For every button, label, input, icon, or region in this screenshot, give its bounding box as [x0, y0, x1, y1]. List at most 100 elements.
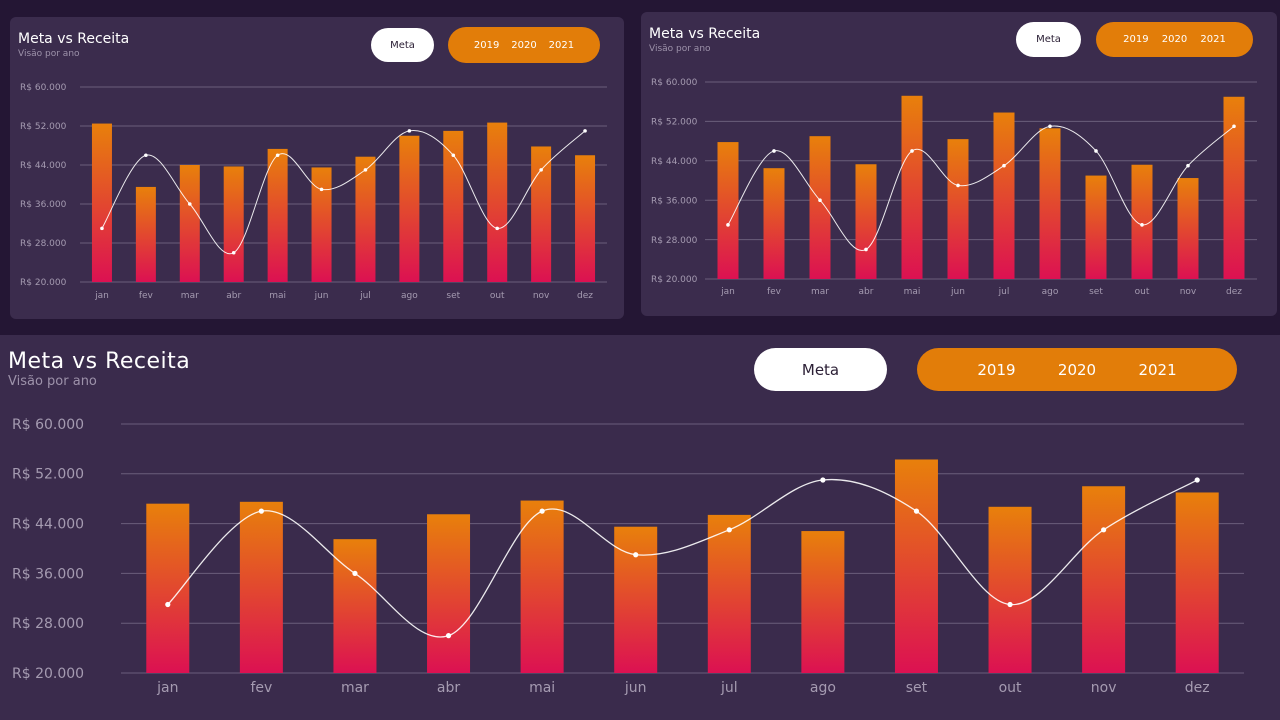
bar-fev: [763, 168, 785, 279]
year-2021-button[interactable]: 2021: [548, 39, 575, 51]
bar-jan: [717, 142, 739, 279]
y-tick-label: R$ 36.000: [651, 196, 698, 206]
meta-point-mai: [910, 149, 914, 153]
x-tick-label: out: [999, 680, 1022, 696]
meta-point-out: [495, 226, 500, 231]
bar-mar: [809, 136, 831, 279]
meta-line: [101, 130, 586, 255]
y-tick-label: R$ 20.000: [12, 666, 84, 682]
bar-mai: [901, 95, 923, 279]
meta-point-mai: [275, 153, 280, 158]
x-tick-label: mai: [269, 291, 286, 301]
y-tick-label: R$ 52.000: [651, 118, 698, 128]
meta-button[interactable]: Meta: [1016, 22, 1081, 57]
bar-dez: [575, 155, 596, 282]
x-tick-label: mai: [904, 287, 921, 297]
x-tick-label: abr: [437, 680, 460, 696]
meta-button[interactable]: Meta: [754, 348, 887, 391]
meta-button[interactable]: Meta: [371, 28, 434, 62]
bar-jun: [614, 526, 658, 673]
year-2020-button[interactable]: 2020: [1057, 360, 1097, 379]
y-tick-label: R$ 28.000: [651, 236, 698, 246]
x-tick-label: jul: [720, 680, 738, 696]
meta-point-jun: [319, 187, 324, 192]
x-tick-label: nov: [1091, 680, 1117, 696]
bar-jul: [993, 112, 1015, 279]
bar-ago: [801, 531, 845, 673]
bar-set: [1085, 175, 1107, 279]
meta-point-jun: [633, 552, 639, 558]
bar-mar: [333, 539, 377, 673]
x-tick-label: mar: [341, 680, 369, 696]
panel-subtitle: Visão por ano: [649, 44, 711, 54]
year-2020-button[interactable]: 2020: [511, 39, 537, 51]
revenue-chart: R$ 20.000 R$ 28.000 R$ 36.000 R$ 44.000 R$ 5…: [20, 83, 607, 301]
y-tick-label: R$ 60.000: [20, 83, 67, 93]
chart-panel-top-right: Meta vs Receita Visão por ano Meta 2019 …: [641, 12, 1277, 316]
y-tick-label: R$ 20.000: [20, 278, 67, 288]
meta-point-set: [1094, 149, 1098, 153]
meta-point-mar: [187, 202, 192, 206]
y-tick-label: R$ 36.000: [20, 200, 67, 210]
year-2021-button[interactable]: 2021: [1200, 34, 1226, 45]
meta-point-ago: [1048, 124, 1052, 129]
x-tick-label: dez: [1226, 287, 1242, 297]
bar-jan: [146, 503, 190, 673]
bar-set: [894, 459, 938, 673]
bar-nov: [1082, 486, 1126, 673]
x-tick-label: abr: [859, 287, 874, 297]
x-tick-label: out: [1135, 287, 1150, 297]
chart-panel-bottom: Meta vs Receita Visão por ano Meta 2019 …: [0, 335, 1280, 720]
bar-ago: [1039, 128, 1061, 279]
meta-point-jan: [100, 226, 104, 231]
meta-point-fev: [144, 153, 148, 158]
meta-point-set: [913, 508, 920, 514]
panel-subtitle: Visão por ano: [18, 49, 80, 59]
y-tick-label: R$ 28.000: [20, 239, 67, 249]
x-tick-label: fev: [767, 287, 782, 297]
bar-out: [1131, 164, 1153, 279]
x-tick-label: abr: [226, 291, 241, 301]
year-2020-button[interactable]: 2020: [1161, 34, 1188, 45]
bar-abr: [223, 166, 244, 282]
meta-point-nov: [539, 168, 543, 172]
y-tick-label: R$ 36.000: [12, 566, 84, 582]
x-tick-label: set: [1089, 287, 1103, 297]
x-tick-label: jul: [998, 287, 1010, 297]
x-tick-label: dez: [577, 291, 593, 301]
meta-point-jul: [1002, 163, 1006, 168]
y-tick-label: R$ 28.000: [12, 616, 84, 632]
x-tick-label: mai: [529, 680, 555, 696]
year-2019-button[interactable]: 2019: [473, 39, 500, 51]
meta-line: [167, 478, 1198, 638]
meta-point-jul: [363, 168, 368, 172]
bar-abr: [427, 514, 471, 673]
x-tick-label: ago: [810, 680, 836, 696]
panel-title: Meta vs Receita: [18, 31, 130, 47]
meta-point-abr: [231, 250, 236, 255]
bar-out: [988, 506, 1032, 673]
x-tick-label: nov: [533, 291, 550, 301]
bar-mai: [267, 148, 288, 282]
meta-point-fev: [772, 149, 776, 153]
x-tick-label: nov: [1180, 287, 1197, 297]
bar-abr: [855, 164, 877, 279]
x-tick-label: dez: [1185, 680, 1210, 696]
bar-mai: [520, 500, 564, 673]
x-tick-label: jun: [624, 680, 647, 696]
meta-point-mai: [539, 508, 545, 514]
year-selector: 2019 2020 2021: [448, 27, 600, 63]
x-tick-label: fev: [139, 291, 154, 301]
x-tick-label: out: [490, 291, 505, 301]
meta-point-mar: [818, 198, 822, 202]
bar-fev: [239, 501, 283, 673]
year-2021-button[interactable]: 2021: [1138, 360, 1177, 379]
year-2019-button[interactable]: 2019: [1123, 34, 1149, 45]
chart-panel-top-left: Meta vs Receita Visão por ano Meta 2019 …: [10, 17, 624, 319]
x-tick-label: jan: [156, 680, 178, 696]
meta-point-jan: [165, 601, 171, 608]
year-2019-button[interactable]: 2019: [977, 360, 1016, 379]
meta-point-ago: [820, 477, 826, 483]
y-tick-label: R$ 44.000: [12, 517, 84, 533]
meta-point-fev: [258, 508, 264, 514]
